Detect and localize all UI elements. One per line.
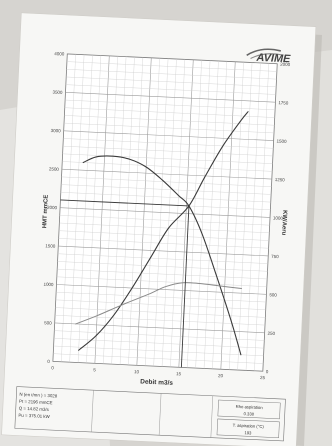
- logo-swoosh: [246, 48, 282, 57]
- y-right-tick-label: 2000: [280, 62, 291, 67]
- grid-line-horizontal: [61, 168, 272, 180]
- grid-line-horizontal: [56, 276, 267, 287]
- footer-divider: [91, 390, 94, 432]
- grid-line-horizontal: [66, 76, 277, 88]
- spec-power: Pu = 375.01 kW: [18, 413, 50, 419]
- grid-line-horizontal: [55, 315, 265, 326]
- x-tick-label: 20: [218, 373, 224, 378]
- spec-flow: Q = 14.82 m3/s: [19, 406, 50, 412]
- y-right-axis-label: KW/Aeru: [280, 210, 287, 236]
- grid-line-horizontal: [63, 138, 274, 149]
- rho-aspiration-box: [217, 399, 281, 420]
- grid-line-horizontal: [61, 184, 272, 195]
- x-tick-label: 5: [93, 367, 96, 372]
- grid-line-horizontal: [65, 99, 276, 111]
- y-left-tick-label: 1500: [45, 243, 56, 248]
- grid-line-horizontal: [65, 92, 276, 103]
- y-right-tick-label: 750: [271, 254, 279, 259]
- rho-aspiration-value: 0.338: [244, 411, 255, 417]
- grid-line-horizontal: [63, 130, 274, 141]
- series-line-1: [82, 155, 242, 356]
- x-axis-label: Debit m3/s: [140, 378, 173, 387]
- footer-table: N (en t/mn ) = 3028 Pt = 2196 mmCE Q = 1…: [14, 386, 286, 442]
- x-tick-label: 25: [260, 375, 266, 380]
- grid-line-horizontal: [57, 268, 268, 280]
- spec-pressure: Pt = 2196 mmCE: [19, 399, 53, 406]
- grid-line-horizontal: [60, 207, 271, 218]
- grid-line-horizontal: [62, 145, 273, 157]
- grid-line-horizontal: [55, 307, 266, 318]
- grid-line-horizontal: [58, 245, 269, 257]
- grid-line-horizontal: [53, 345, 264, 357]
- grid-line-horizontal: [61, 176, 272, 187]
- y-left-axis-label: HMT mmCE: [42, 195, 50, 229]
- grid-line-horizontal: [53, 338, 264, 349]
- operating-point-guide-vertical: [180, 205, 190, 368]
- grid-line-horizontal: [54, 322, 265, 334]
- footer-divider: [210, 395, 214, 438]
- grid-line-horizontal: [54, 330, 265, 341]
- rho-aspiration-label: Rho aspiration: [236, 404, 264, 410]
- operating-point-guide-horizontal: [60, 199, 189, 207]
- series-line-2: [78, 111, 249, 351]
- grid-line-horizontal: [58, 238, 269, 249]
- logo-swoosh: [250, 53, 283, 59]
- grid-line-horizontal: [56, 291, 267, 303]
- grid-line-horizontal: [65, 84, 276, 95]
- grid-line-horizontal: [66, 61, 277, 72]
- grid-line-horizontal: [59, 222, 270, 234]
- grid-line-horizontal: [64, 107, 275, 118]
- grid-line-horizontal: [64, 122, 274, 134]
- y-left-tick-label: 2500: [49, 166, 60, 171]
- spec-speed: N (en t/mn ) = 3028: [19, 392, 58, 399]
- t-aspiration-value: 193: [244, 430, 252, 435]
- x-tick-label: 15: [176, 371, 182, 376]
- grid-line-horizontal: [59, 215, 270, 226]
- brand-logo: AVIME: [246, 48, 291, 65]
- grid-line-horizontal: [57, 253, 268, 264]
- y-left-tick-label: 1000: [43, 282, 54, 287]
- grid-line-horizontal: [55, 299, 266, 310]
- y-left-tick-label: 4000: [54, 51, 65, 56]
- plot-grid: [53, 54, 277, 371]
- y-right-tick-label: 1500: [276, 139, 287, 144]
- grid-line-horizontal: [53, 353, 264, 364]
- grid-line-horizontal: [60, 192, 271, 203]
- grid-line-horizontal: [57, 261, 268, 272]
- t-aspiration-label: T. aspiration (°C): [233, 423, 265, 429]
- grid-line-horizontal: [66, 69, 277, 80]
- series-line-3: [75, 282, 242, 325]
- y-left-tick-label: 0: [47, 359, 50, 364]
- y-right-tick-label: 1000: [273, 215, 284, 220]
- y-right-tick-label: 500: [269, 292, 277, 297]
- grid-line-horizontal: [62, 153, 273, 164]
- y-right-tick-label: 250: [267, 331, 275, 336]
- grid-line-horizontal: [62, 161, 273, 172]
- y-right-tick-label: 1750: [278, 100, 289, 105]
- plot-curves: [60, 111, 249, 368]
- y-right-tick-label: 1250: [275, 177, 286, 182]
- footer-frame: [14, 386, 286, 442]
- x-tick-label: 10: [134, 369, 140, 374]
- t-aspiration-box: [216, 418, 280, 439]
- brand-name: AVIME: [255, 52, 291, 66]
- grid-line-horizontal: [56, 284, 267, 295]
- x-tick-label: 0: [51, 365, 54, 370]
- y-right-tick-label: 0: [266, 369, 269, 374]
- footer-divider: [158, 393, 162, 436]
- y-left-tick-label: 3500: [52, 90, 63, 95]
- y-left-tick-label: 500: [44, 320, 52, 325]
- y-left-tick-label: 3000: [51, 128, 62, 133]
- grid-line-horizontal: [64, 115, 275, 126]
- y-left-tick-label: 2000: [47, 205, 58, 210]
- axis-ticks: 0500100015002000250030003500400002505007…: [43, 51, 291, 380]
